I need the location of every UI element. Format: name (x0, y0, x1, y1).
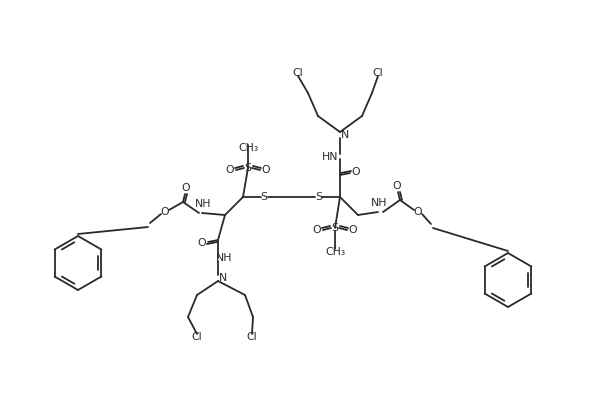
Text: Cl: Cl (192, 332, 202, 342)
Text: O: O (313, 225, 321, 235)
Text: S: S (261, 192, 268, 202)
Text: O: O (262, 165, 270, 175)
Text: NH: NH (195, 199, 211, 209)
Text: O: O (181, 183, 190, 193)
Text: N: N (219, 273, 227, 283)
Text: S: S (315, 192, 322, 202)
Text: O: O (161, 207, 170, 217)
Text: NH: NH (371, 198, 387, 208)
Text: Cl: Cl (293, 68, 303, 78)
Text: CH₃: CH₃ (325, 247, 345, 257)
Text: O: O (349, 225, 358, 235)
Text: S: S (245, 163, 252, 173)
Text: O: O (198, 238, 206, 248)
Text: O: O (226, 165, 234, 175)
Text: Cl: Cl (372, 68, 383, 78)
Text: Cl: Cl (247, 332, 257, 342)
Text: NH: NH (216, 253, 232, 263)
Text: O: O (414, 207, 422, 217)
Text: O: O (393, 181, 401, 191)
Text: CH₃: CH₃ (238, 143, 258, 153)
Text: N: N (341, 130, 349, 140)
Text: HN: HN (322, 152, 338, 162)
Text: S: S (331, 223, 339, 233)
Text: O: O (352, 167, 361, 177)
